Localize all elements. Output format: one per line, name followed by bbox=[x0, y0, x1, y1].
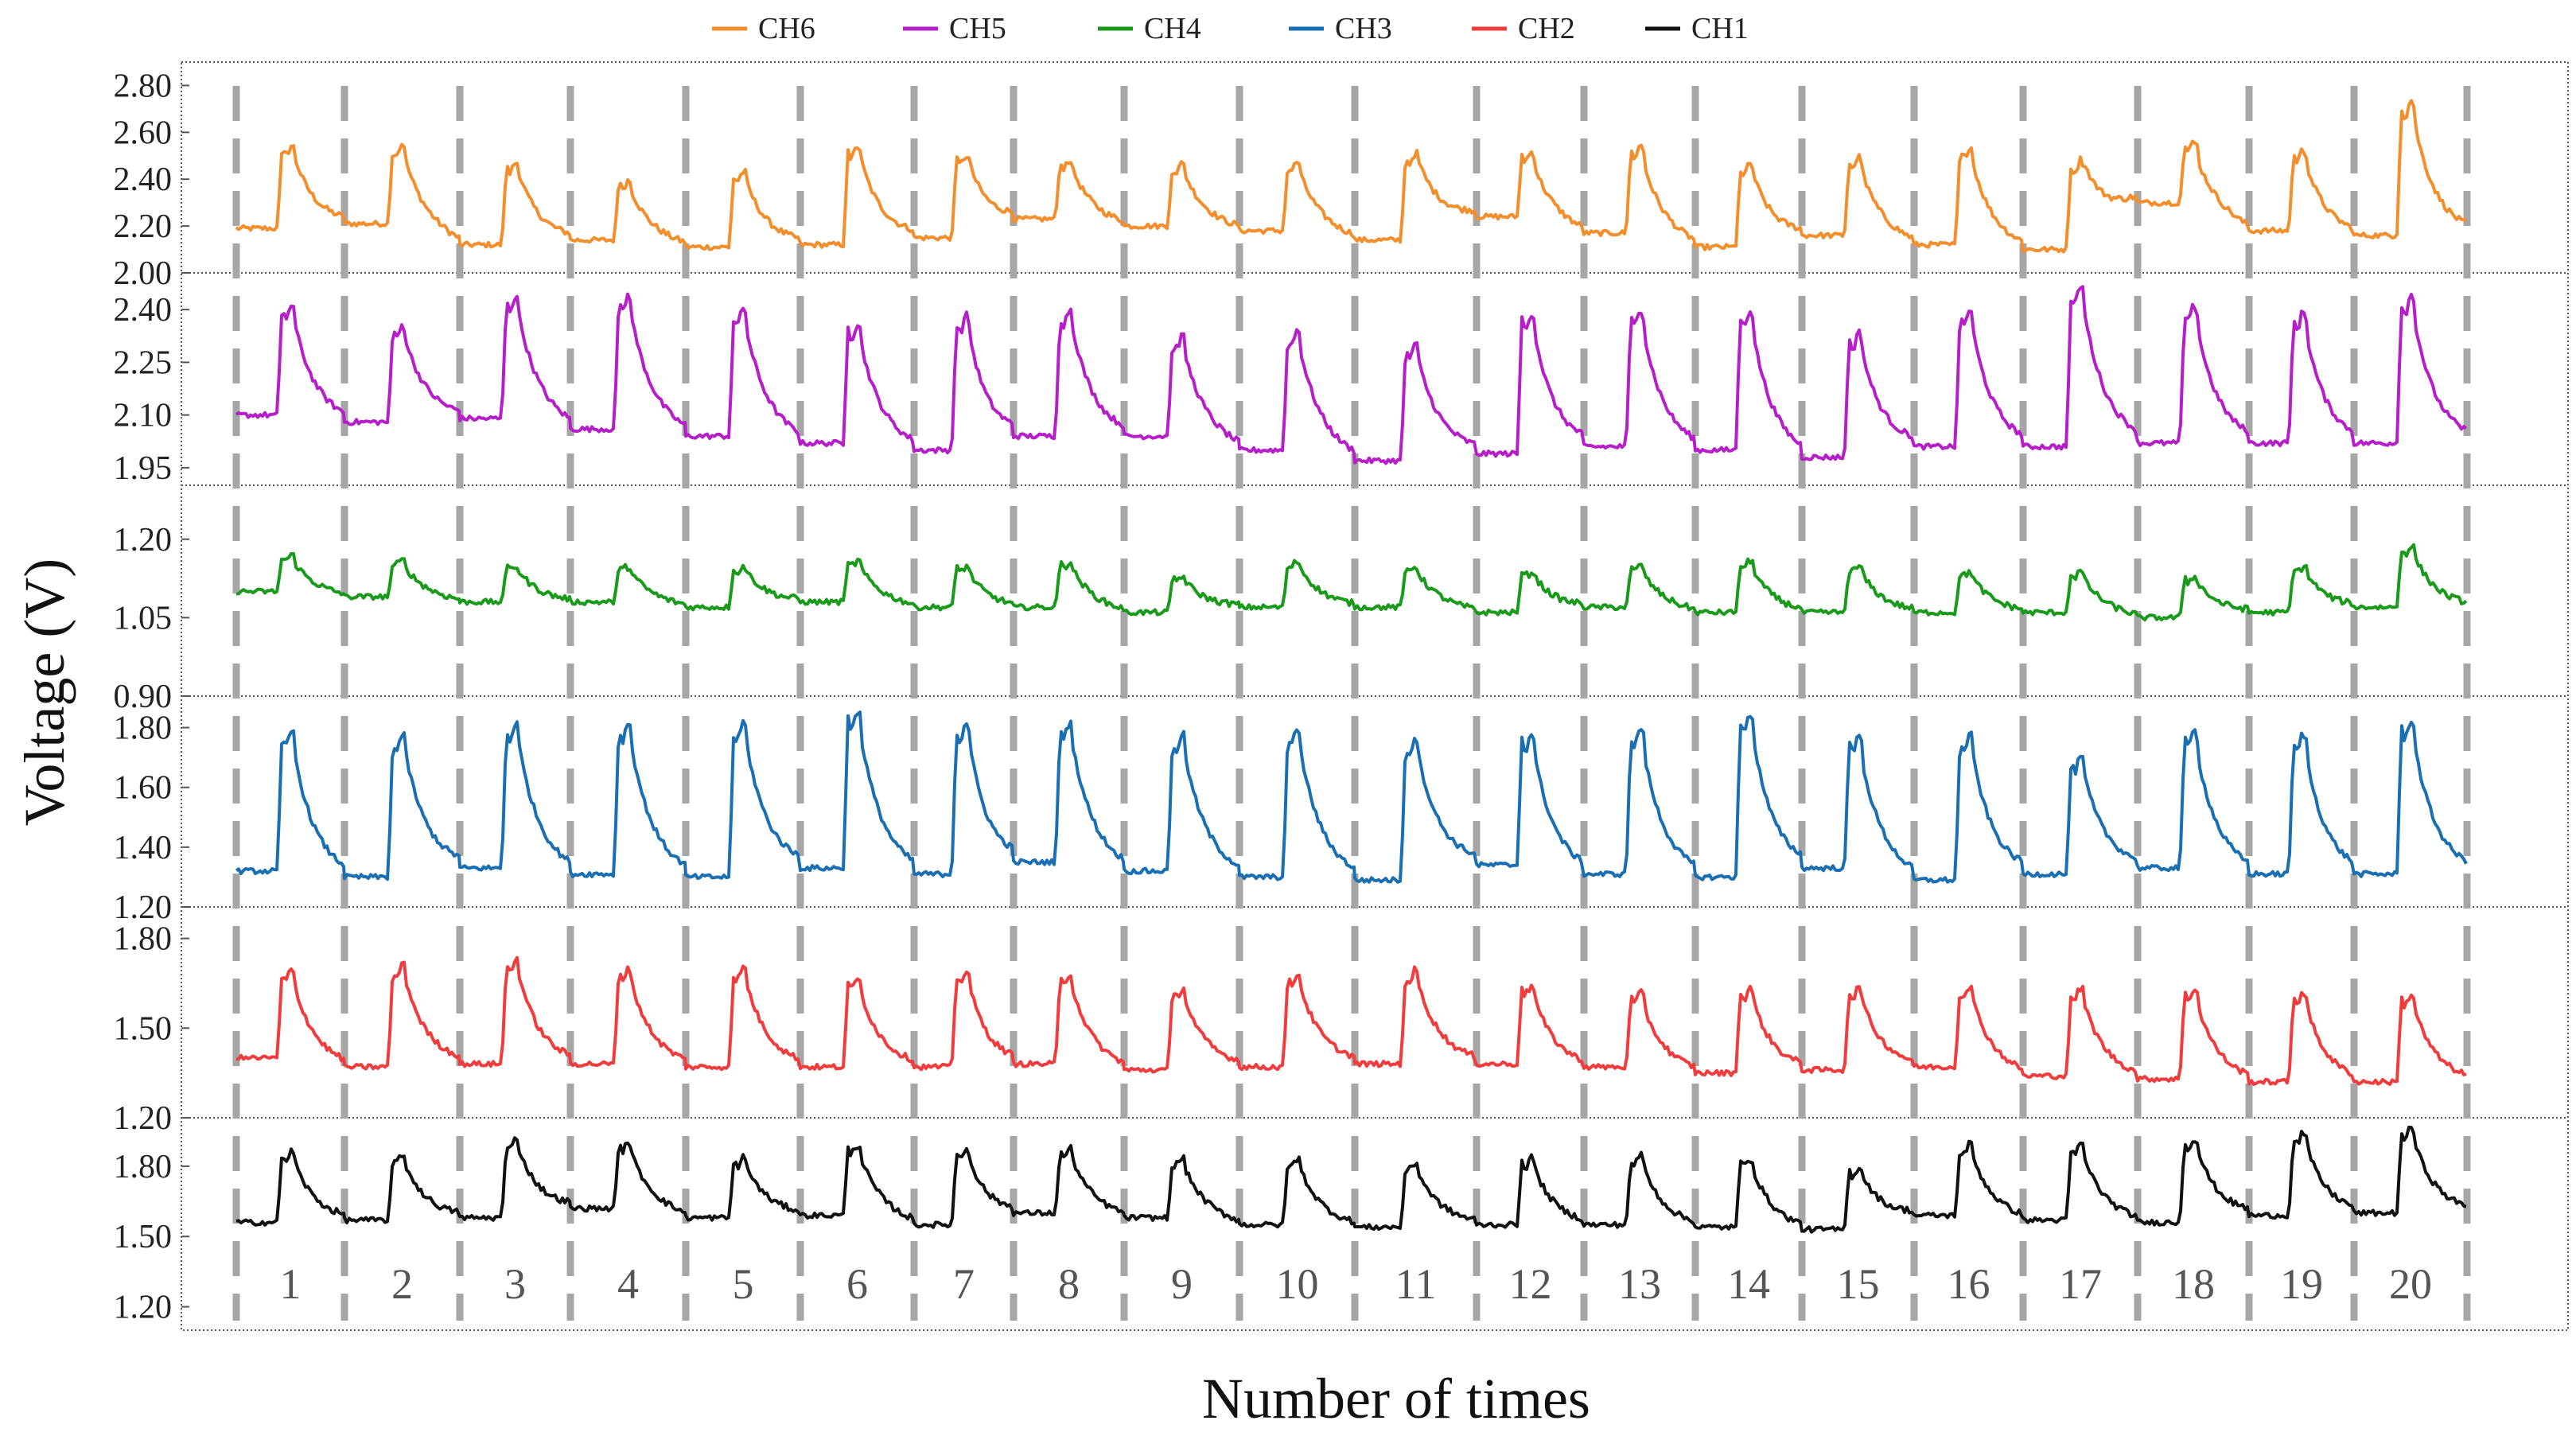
trace-ch3 bbox=[235, 710, 2468, 884]
y-tick-label: 1.50 bbox=[114, 1010, 173, 1047]
y-tick-label: 1.20 bbox=[114, 1290, 173, 1326]
y-tick-label: 1.80 bbox=[114, 710, 173, 747]
y-tick-label: 1.40 bbox=[114, 830, 173, 866]
y-tick-label: 1.05 bbox=[114, 600, 173, 636]
trial-number-label: 2 bbox=[391, 1260, 413, 1308]
y-axis-ticks: 2.802.602.402.202.002.402.252.101.951.20… bbox=[114, 68, 189, 1326]
y-tick-label: 1.50 bbox=[114, 1219, 173, 1255]
channel-traces bbox=[235, 99, 2468, 1234]
trial-number-label: 17 bbox=[2059, 1260, 2102, 1308]
trial-number-label: 11 bbox=[1395, 1260, 1437, 1308]
legend-label-ch2: CH2 bbox=[1518, 12, 1575, 45]
trial-number-label: 4 bbox=[617, 1260, 639, 1308]
y-tick-label: 1.20 bbox=[114, 889, 173, 926]
trial-number-label: 10 bbox=[1276, 1260, 1319, 1308]
y-tick-label: 2.00 bbox=[114, 255, 173, 292]
y-tick-label: 1.80 bbox=[114, 1149, 173, 1185]
legend-label-ch3: CH3 bbox=[1335, 12, 1392, 45]
x-axis-trial-numbers: 1 2 3 4 5 6 7 8 9 10 11 12 13 14 15 16 17 18 19 20 bbox=[280, 1260, 2433, 1308]
trace-ch6 bbox=[235, 99, 2467, 254]
trace-ch5 bbox=[235, 285, 2468, 465]
trial-number-label: 19 bbox=[2280, 1260, 2323, 1308]
chart-legend: CH6 CH5 CH4 CH3 CH2 CH1 bbox=[712, 12, 1749, 45]
trace-ch4 bbox=[235, 543, 2468, 622]
legend-label-ch5: CH5 bbox=[949, 12, 1006, 45]
trial-number-label: 20 bbox=[2389, 1260, 2432, 1308]
trial-number-label: 7 bbox=[953, 1260, 975, 1308]
trial-separators bbox=[232, 86, 2471, 1321]
y-tick-label: 0.90 bbox=[114, 679, 173, 715]
y-tick-label: 2.10 bbox=[114, 398, 173, 434]
y-tick-label: 2.40 bbox=[114, 292, 173, 329]
legend-label-ch4: CH4 bbox=[1144, 12, 1201, 45]
trial-number-label: 15 bbox=[1837, 1260, 1880, 1308]
y-tick-label: 2.25 bbox=[114, 344, 173, 381]
y-tick-label: 2.80 bbox=[114, 68, 173, 104]
trace-ch2 bbox=[235, 955, 2467, 1086]
trial-number-label: 9 bbox=[1171, 1260, 1193, 1308]
y-tick-label: 1.20 bbox=[114, 522, 173, 558]
trial-number-label: 5 bbox=[733, 1260, 754, 1308]
trial-number-label: 16 bbox=[1948, 1260, 1990, 1308]
y-tick-label: 2.60 bbox=[114, 115, 173, 151]
y-tick-label: 1.95 bbox=[114, 450, 173, 487]
y-tick-label: 2.20 bbox=[114, 208, 173, 245]
legend-label-ch6: CH6 bbox=[758, 12, 815, 45]
legend-label-ch1: CH1 bbox=[1691, 12, 1749, 45]
y-tick-label: 1.80 bbox=[114, 921, 173, 958]
trial-number-label: 1 bbox=[280, 1260, 302, 1308]
y-tick-label: 2.40 bbox=[114, 162, 173, 198]
chart-panels bbox=[181, 61, 2569, 1331]
x-axis-title: Number of times bbox=[1202, 1367, 1590, 1430]
trial-number-label: 6 bbox=[846, 1260, 868, 1308]
trace-ch1 bbox=[235, 1125, 2467, 1234]
trial-number-label: 18 bbox=[2172, 1260, 2215, 1308]
trial-number-label: 3 bbox=[504, 1260, 526, 1308]
trial-number-label: 14 bbox=[1727, 1260, 1770, 1308]
trial-number-label: 13 bbox=[1618, 1260, 1661, 1308]
y-tick-label: 1.20 bbox=[114, 1100, 173, 1137]
trial-number-label: 12 bbox=[1509, 1260, 1552, 1308]
y-tick-label: 1.60 bbox=[114, 770, 173, 807]
y-axis-title: Voltage (V) bbox=[13, 558, 76, 827]
trial-number-label: 8 bbox=[1058, 1260, 1080, 1308]
